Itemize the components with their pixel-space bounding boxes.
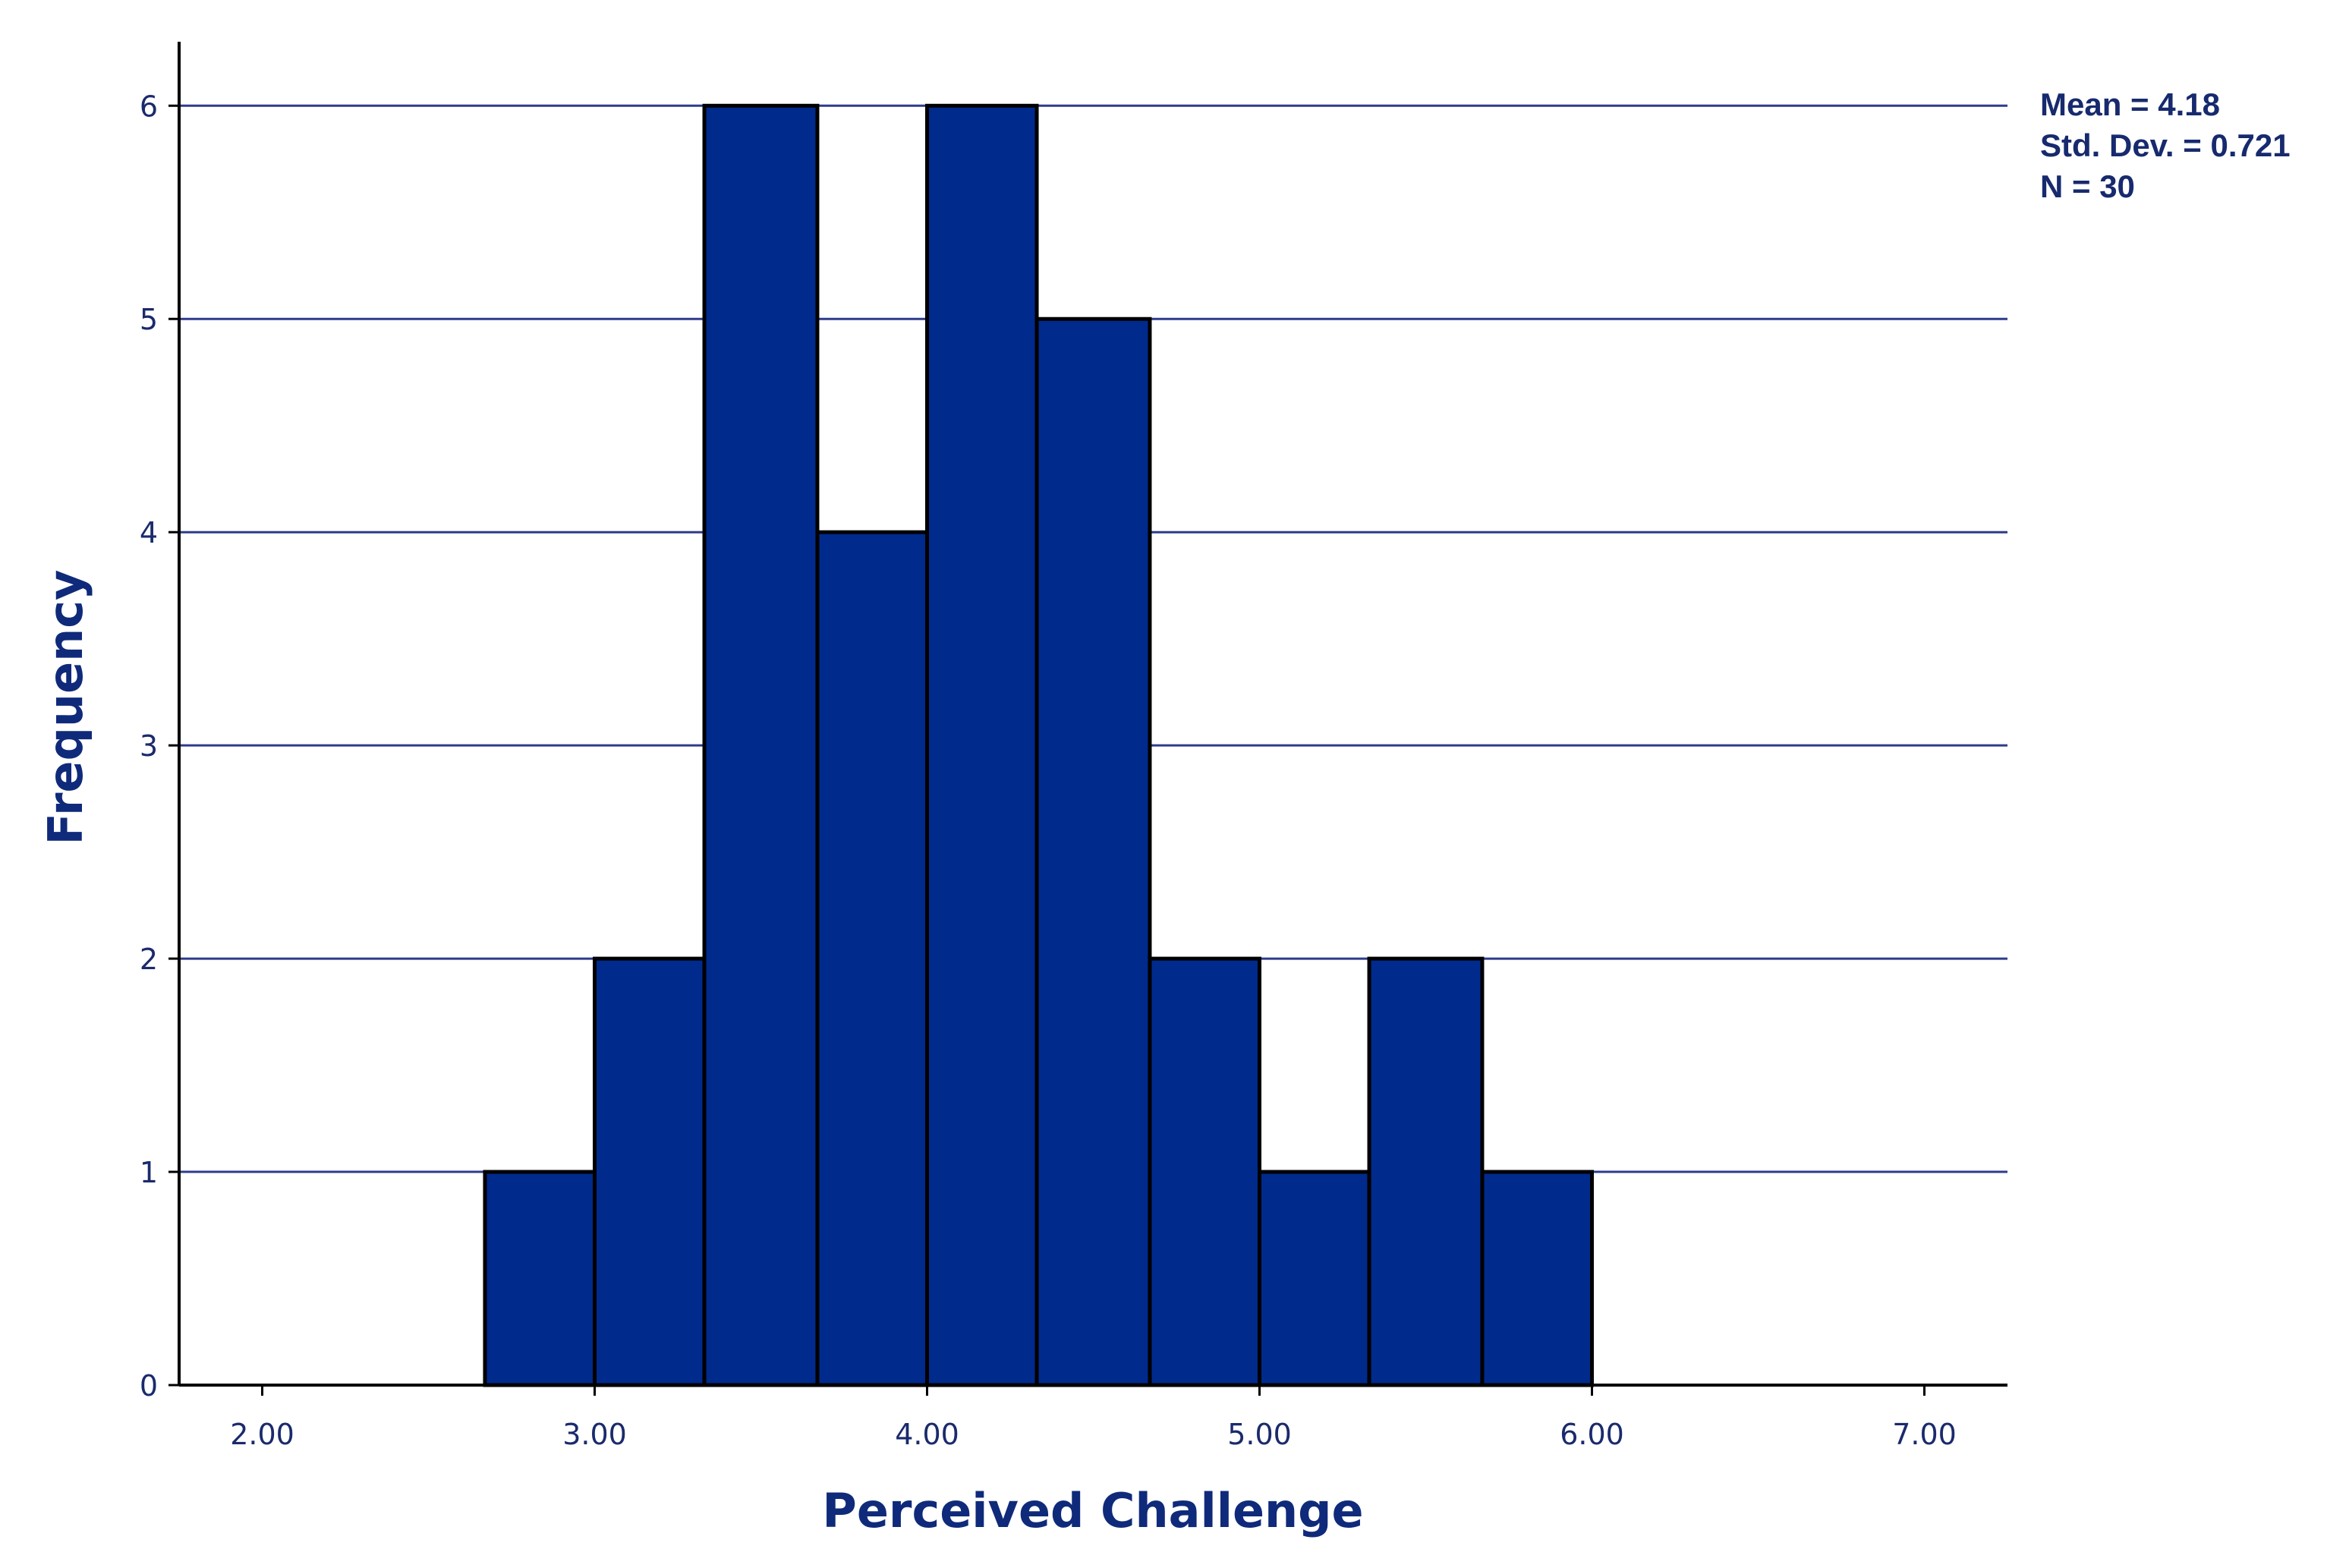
- histogram-bar: [483, 1170, 597, 1387]
- histogram-bar: [925, 103, 1039, 1387]
- y-tick-label: 3: [140, 729, 158, 763]
- y-tick-label: 1: [140, 1156, 158, 1189]
- histogram-bar: [815, 530, 929, 1387]
- x-tick-label: 5.00: [1227, 1418, 1292, 1451]
- axes: [168, 42, 2007, 1396]
- y-tick-labels: 0 1 2 3 4 5 6: [140, 90, 158, 1403]
- y-tick-label: 2: [140, 943, 158, 976]
- x-tick-label: 4.00: [895, 1418, 959, 1451]
- y-tick-label: 5: [140, 303, 158, 336]
- y-axis-title: Frequency: [38, 570, 93, 845]
- x-axis-title: Perceived Challenge: [822, 1483, 1363, 1538]
- stat-mean: Mean = 4.18: [2040, 87, 2220, 122]
- histogram-bar: [1258, 1170, 1371, 1387]
- histogram-bar: [702, 103, 820, 1387]
- histogram-bar: [1034, 316, 1152, 1387]
- x-tick-label: 3.00: [562, 1418, 627, 1451]
- x-tick-label: 2.00: [230, 1418, 294, 1451]
- stat-std-dev: Std. Dev. = 0.721: [2040, 128, 2291, 163]
- histogram-bar: [1148, 956, 1261, 1387]
- x-tick-label: 7.00: [1892, 1418, 1957, 1451]
- statistics-box: Mean = 4.18 Std. Dev. = 0.721 N = 30: [2040, 87, 2291, 204]
- stat-n: N = 30: [2040, 168, 2135, 204]
- histogram-bar: [1367, 956, 1485, 1387]
- y-tick-label: 4: [140, 516, 158, 549]
- bars: [483, 103, 1594, 1387]
- x-tick-label: 6.00: [1560, 1418, 1624, 1451]
- y-tick-label: 6: [140, 90, 158, 123]
- x-tick-labels: 2.00 3.00 4.00 5.00 6.00 7.00: [230, 1418, 1957, 1451]
- histogram-bar: [1480, 1170, 1594, 1387]
- y-tick-label: 0: [140, 1369, 158, 1403]
- histogram-bar: [593, 956, 707, 1387]
